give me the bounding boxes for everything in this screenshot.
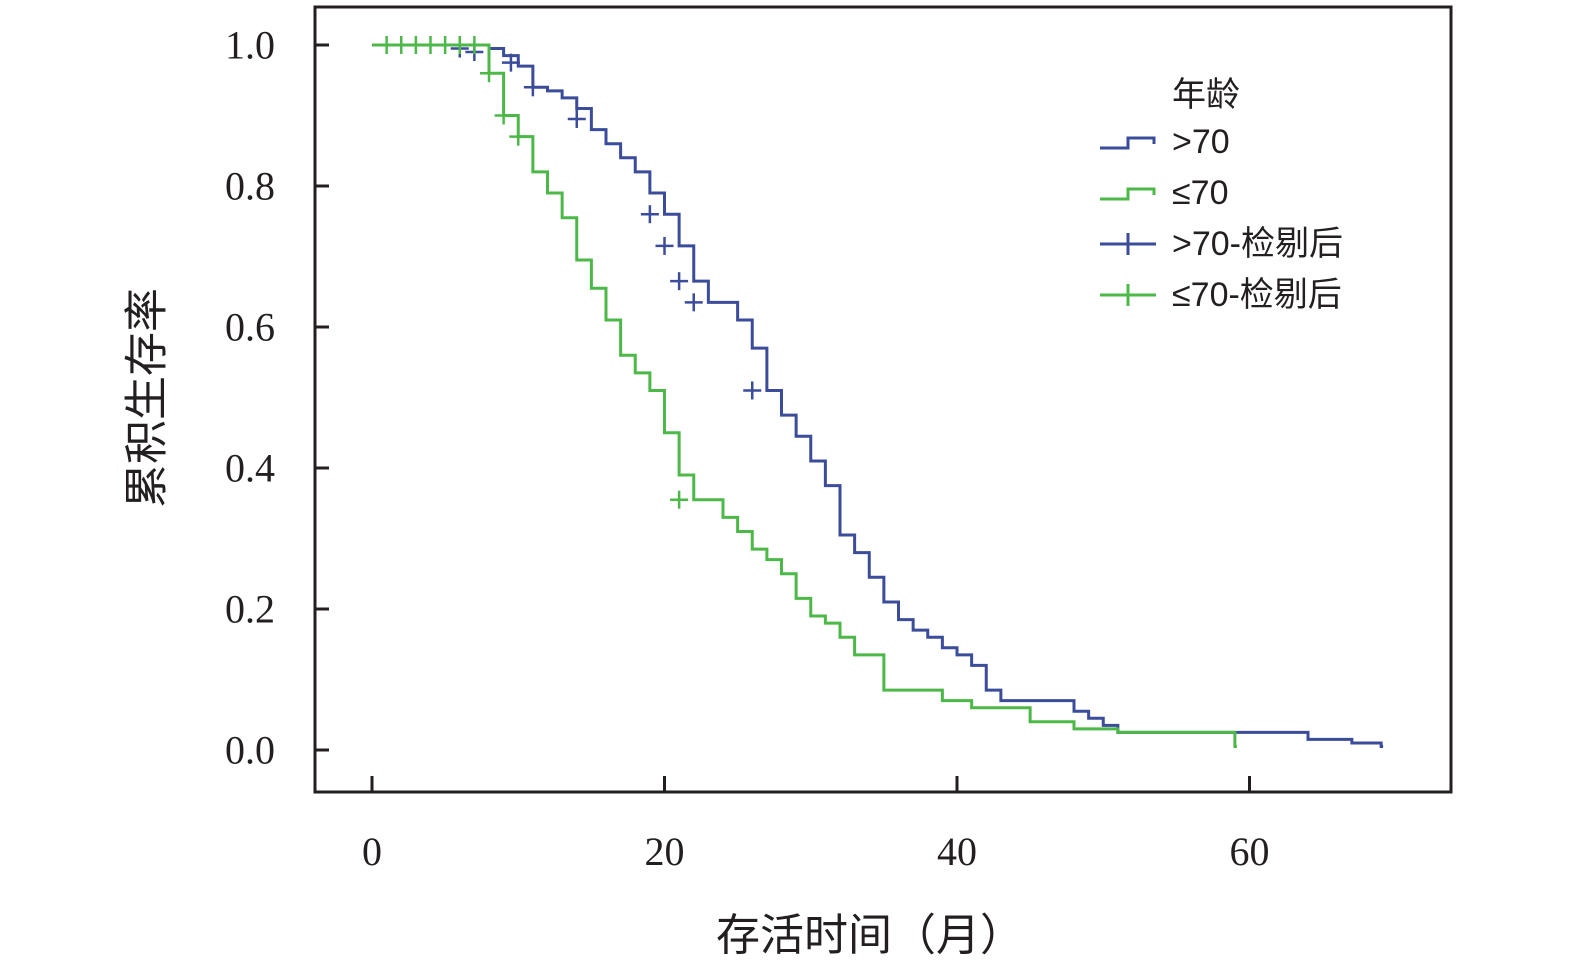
legend-label: ≤70	[1172, 174, 1228, 212]
censor-mark-le70	[509, 127, 528, 146]
censor-mark-le70	[494, 106, 513, 125]
legend: 年龄 >70 ≤70 >70-检剔后 ≤70-检剔后	[1100, 76, 1343, 314]
plot-frame-group	[313, 5, 1453, 794]
legend-label: ≤70-检剔后	[1172, 276, 1342, 314]
censor-mark-gt70	[523, 78, 542, 97]
legend-item-le70-censored: ≤70-检剔后	[1100, 276, 1342, 314]
censor-mark-gt70	[684, 293, 703, 312]
series-group	[372, 36, 1384, 748]
y-tick-label: 1.0	[225, 23, 275, 68]
series-line-le70	[372, 43, 1237, 748]
series-line-gt70	[372, 43, 1384, 748]
x-axis-title: 存活时间（月）	[716, 911, 1024, 960]
legend-step-symbol	[1100, 136, 1156, 150]
censor-mark-le70	[480, 64, 498, 83]
legend-title: 年龄	[1172, 76, 1240, 114]
x-tick-label: 20	[645, 829, 685, 874]
censor-mark-le70	[465, 36, 484, 54]
legend-item-le70: ≤70	[1100, 174, 1228, 212]
censor-mark-gt70	[655, 236, 674, 255]
legend-label: >70	[1172, 123, 1230, 161]
x-tick-label: 60	[1230, 829, 1270, 874]
x-tick-label: 40	[937, 829, 977, 874]
x-tick-label: 0	[362, 829, 382, 874]
legend-item-gt70-censored: >70-检剔后	[1100, 225, 1343, 263]
y-tick-label: 0.6	[225, 305, 275, 350]
legend-label: >70-检剔后	[1172, 225, 1343, 263]
legend-step-symbol	[1100, 187, 1156, 201]
axes-group: 0.0 0.2 0.4 0.6 0.8 1.0 0 20 40 60 存活时间（月） 累积生存率	[123, 23, 1270, 961]
censor-mark-le70	[670, 490, 689, 509]
y-tick-label: 0.8	[225, 164, 275, 209]
legend-item-gt70: >70	[1100, 123, 1230, 161]
censor-mark-gt70	[567, 110, 586, 129]
y-tick-label: 0.2	[225, 587, 275, 632]
y-tick-label: 0.0	[225, 728, 275, 773]
censor-mark-gt70	[640, 205, 659, 224]
y-axis-title: 累积生存率	[123, 288, 172, 508]
censor-mark-gt70	[743, 381, 762, 400]
censor-mark-gt70	[670, 272, 689, 291]
y-tick-label: 0.4	[225, 446, 275, 491]
plot-frame	[313, 5, 1453, 794]
censor-mark-gt70	[501, 53, 520, 72]
